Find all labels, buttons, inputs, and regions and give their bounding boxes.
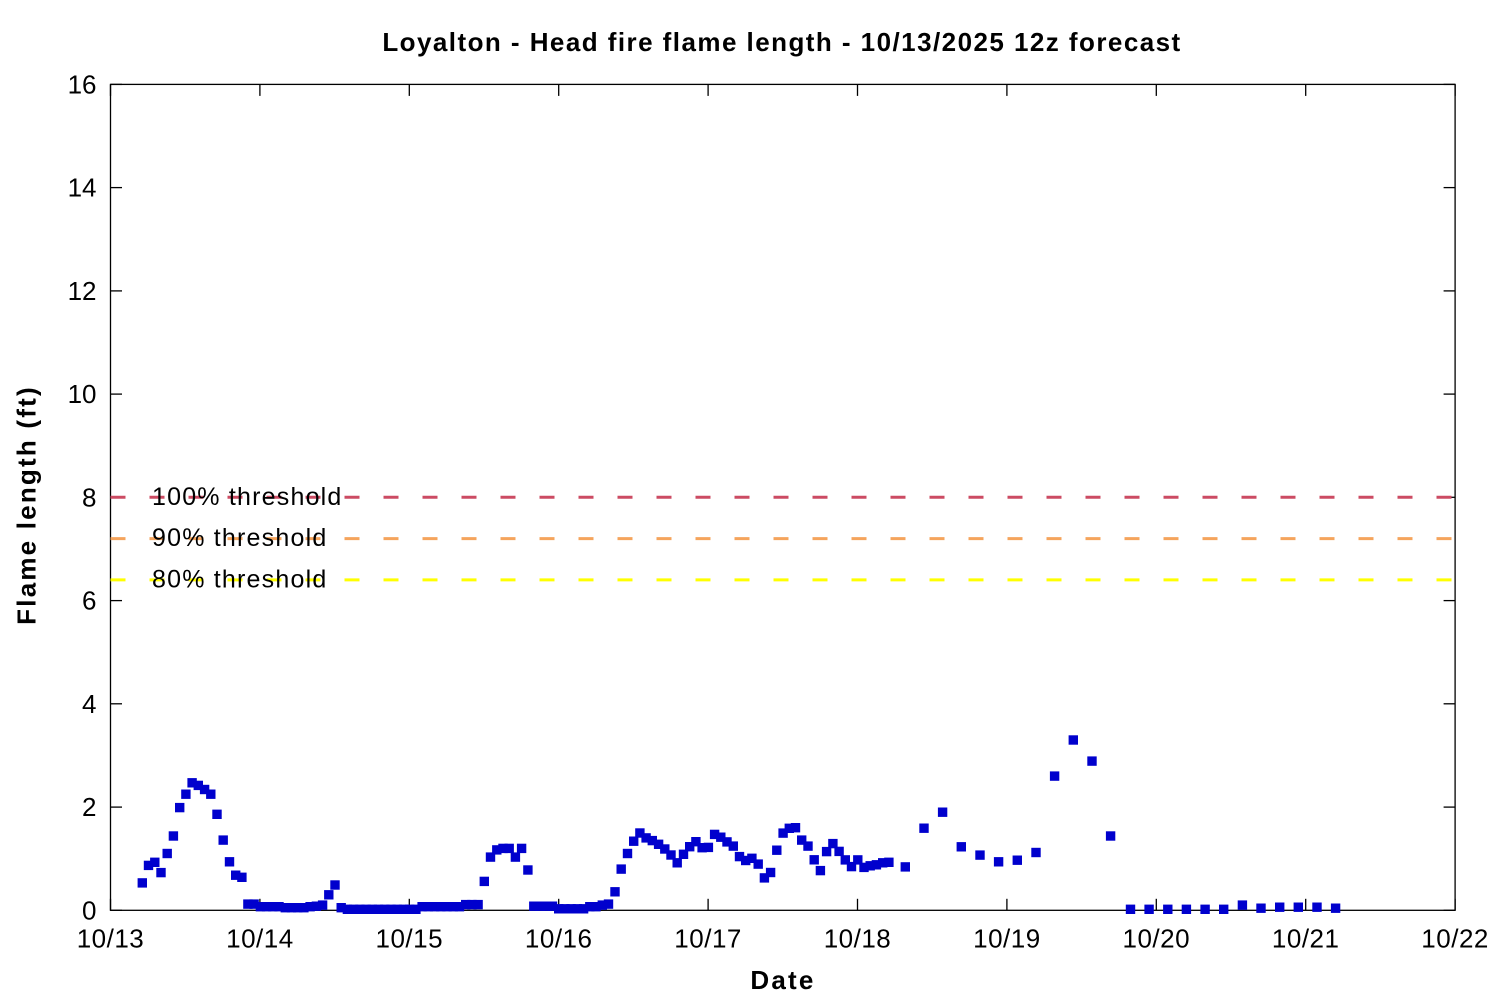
svg-text:4: 4 — [82, 689, 96, 719]
svg-text:10/18: 10/18 — [824, 924, 892, 954]
svg-text:Loyalton - Head fire flame len: Loyalton - Head fire flame length - 10/1… — [382, 27, 1181, 57]
svg-text:10/13: 10/13 — [77, 924, 145, 954]
svg-text:10/14: 10/14 — [226, 924, 294, 954]
svg-text:14: 14 — [68, 173, 97, 203]
svg-text:10/15: 10/15 — [376, 924, 444, 954]
svg-text:12: 12 — [68, 276, 97, 306]
svg-text:10: 10 — [68, 379, 97, 409]
svg-text:Flame length (ft): Flame length (ft) — [12, 385, 42, 625]
svg-text:10/17: 10/17 — [674, 924, 742, 954]
svg-text:6: 6 — [82, 586, 96, 616]
svg-text:10/21: 10/21 — [1272, 924, 1340, 954]
svg-text:90% threshold: 90% threshold — [152, 524, 327, 552]
svg-text:0: 0 — [82, 895, 96, 925]
svg-text:Date: Date — [750, 965, 815, 995]
svg-text:16: 16 — [68, 69, 97, 99]
svg-text:10/22: 10/22 — [1421, 924, 1489, 954]
svg-text:10/16: 10/16 — [525, 924, 593, 954]
svg-text:2: 2 — [82, 792, 96, 822]
svg-text:100% threshold: 100% threshold — [152, 483, 343, 511]
svg-text:10/20: 10/20 — [1123, 924, 1191, 954]
svg-text:80% threshold: 80% threshold — [152, 565, 327, 593]
svg-text:8: 8 — [82, 482, 96, 512]
svg-text:10/19: 10/19 — [973, 924, 1041, 954]
